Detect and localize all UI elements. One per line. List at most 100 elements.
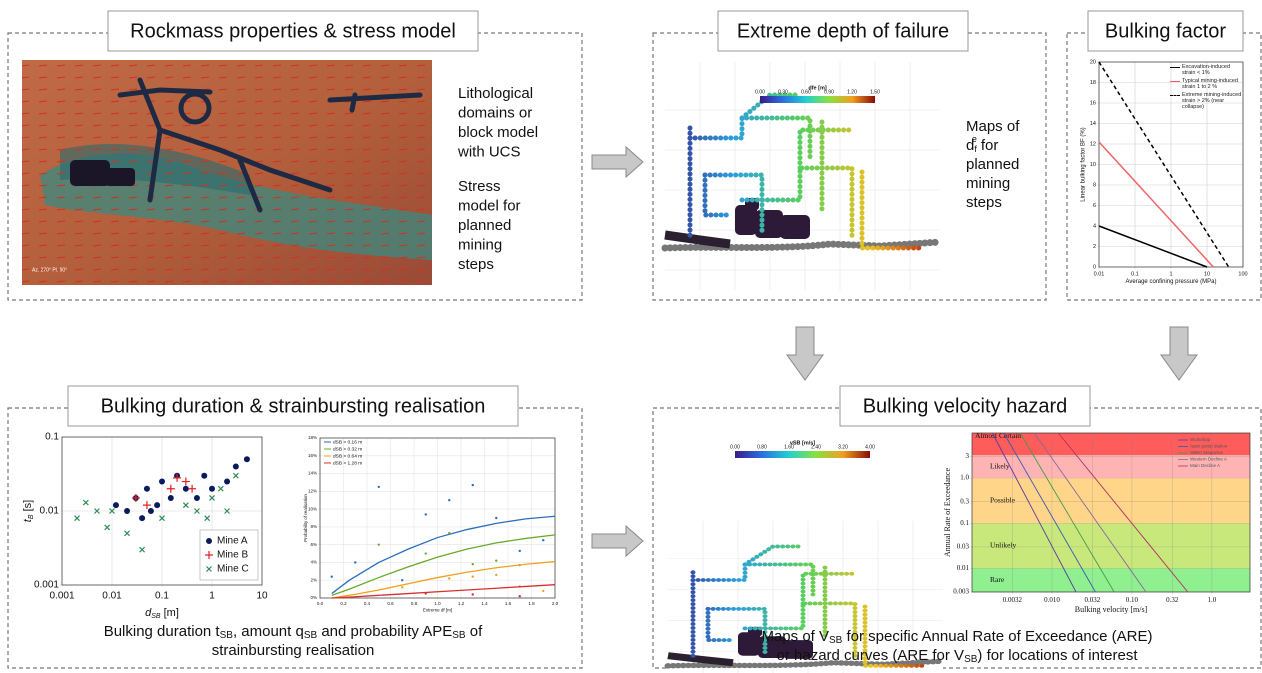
legend-label: Mine A <box>217 536 248 547</box>
data-point <box>401 579 403 581</box>
data-point <box>113 502 119 508</box>
legend-entry: Extreme mining-induced strain > 2% (near… <box>1170 92 1242 110</box>
panel-title: Bulking velocity hazard <box>863 395 1068 417</box>
text: for specific Annual Rate of Exceedance (… <box>842 628 1152 645</box>
data-point <box>519 595 521 597</box>
y-tick-label: 0.1 <box>45 432 59 443</box>
text: , amount q <box>233 623 304 640</box>
colorbar-tick-label: 0.30 <box>778 89 788 95</box>
colorbar-tick-label: 1.60 <box>784 444 794 450</box>
y-tick-label: 1.0 <box>960 474 969 482</box>
data-point <box>378 543 380 545</box>
caption: strainbursting realisation <box>212 642 375 659</box>
x-tick-label: 0.10 <box>1126 596 1139 604</box>
data-point <box>331 575 333 577</box>
x-tick-label: 0.032 <box>1084 596 1100 604</box>
legend: Excavation-induced strain < 1%Typical mi… <box>1170 64 1242 114</box>
x-tick-label: 2.0 <box>552 601 559 606</box>
hazard-zone <box>972 568 1250 592</box>
legend-label: dSB > 1.28 m <box>333 460 362 466</box>
text: [s] <box>22 500 34 515</box>
legend-label: dSB > 0.16 m <box>333 439 362 445</box>
y-tick-label: 12 <box>1090 141 1096 147</box>
caption: Maps of VSB for specific Annual Rate of … <box>761 628 1152 646</box>
x-tick-label: 1.4 <box>481 601 488 606</box>
colorbar-tick-label: 3.20 <box>838 444 848 450</box>
depth-description: Maps of <box>966 118 1020 135</box>
description-line: steps <box>966 194 1002 211</box>
data-point <box>124 508 130 514</box>
text: of <box>466 623 484 640</box>
data-point <box>542 590 544 592</box>
y-tick-label: 16 <box>1090 100 1096 106</box>
data-point <box>354 561 356 563</box>
text: Maps of V <box>761 628 829 645</box>
legend-label: Extreme mining-induced strain > 2% (near… <box>1182 92 1242 110</box>
panel-title: Bulking duration & strainbursting realis… <box>101 395 486 417</box>
legend-swatch <box>1170 67 1180 68</box>
workflow-diagram: Az. 270° Pl. 90° Maps of dfefor Bulking … <box>0 0 1262 673</box>
data-point <box>201 473 207 479</box>
description-line: mining <box>458 236 502 253</box>
data-point <box>183 486 189 492</box>
description-line: mining <box>966 175 1010 192</box>
data-point <box>194 495 200 501</box>
data-point <box>448 532 450 534</box>
y-axis-label: Linear bulking factor BF (%) <box>1081 127 1087 201</box>
caption: or hazard curves (ARE for VSB) for locat… <box>777 647 1139 665</box>
x-tick-label: 1.6 <box>505 601 512 606</box>
y-tick-label: 14% <box>308 471 317 476</box>
subscript: f <box>974 144 977 154</box>
y-tick-label: 12% <box>308 489 317 494</box>
image-caption: Az. 270° Pl. 90° <box>32 267 67 273</box>
data-point <box>448 577 450 579</box>
y-tick-label: 0.01 <box>40 506 60 517</box>
data-point <box>425 513 427 515</box>
x-tick-label: 0.010 <box>1044 596 1060 604</box>
data-point <box>224 479 230 485</box>
text: and probability APE <box>317 623 452 640</box>
description-line: model for <box>458 197 521 214</box>
description-line: Lithological <box>458 85 533 102</box>
subscript: SB <box>964 654 978 665</box>
subscript: SB <box>220 630 234 641</box>
y-tick-label: 10% <box>308 506 317 511</box>
text: for <box>981 137 999 154</box>
text: ) for locations of interest <box>977 647 1138 664</box>
legend-swatch <box>1170 81 1180 82</box>
legend-label: Workshop <box>1190 437 1211 442</box>
data-point <box>425 592 427 594</box>
y-tick-label: 4% <box>310 560 317 565</box>
colorbar <box>735 451 870 458</box>
panel-title: Bulking factor <box>1105 20 1227 42</box>
data-point <box>206 538 212 544</box>
x-tick-label: 0.6 <box>387 601 394 606</box>
colorbar-tick-label: 1.50 <box>870 89 880 95</box>
y-axis-label: Annual Rate of Exceedance <box>943 468 952 558</box>
description-line: steps <box>458 256 494 273</box>
x-axis-label: Extreme df [m] <box>423 608 452 613</box>
data-point <box>425 552 427 554</box>
subscript: SB <box>151 613 161 620</box>
description-line: with UCS <box>457 143 521 160</box>
legend-label: dSB > 0.32 m <box>333 446 362 452</box>
y-tick-label: 8 <box>1093 182 1096 188</box>
y-tick-label: 6 <box>1093 203 1096 209</box>
y-tick-label: 4 <box>1093 223 1096 229</box>
x-tick-label: 0.0 <box>317 601 324 606</box>
y-tick-label: 0.001 <box>34 580 59 591</box>
y-tick-label: 0% <box>310 595 317 600</box>
y-tick-label: 0.003 <box>953 588 969 596</box>
y-tick-label: 0.03 <box>957 542 970 550</box>
panel-title: Extreme depth of failure <box>737 20 949 42</box>
panel-title: Rockmass properties & stress model <box>130 20 456 42</box>
y-tick-label: 2 <box>1093 244 1096 250</box>
data-point <box>401 586 403 588</box>
y-tick-label: 16% <box>308 453 317 458</box>
zone-label: Possible <box>990 495 1016 504</box>
colorbar-tick-label: 0.60 <box>801 89 811 95</box>
x-tick-label: 0.001 <box>49 591 74 602</box>
y-tick-label: 8% <box>310 524 317 529</box>
y-tick-label: 18% <box>308 435 317 440</box>
data-point <box>472 593 474 595</box>
